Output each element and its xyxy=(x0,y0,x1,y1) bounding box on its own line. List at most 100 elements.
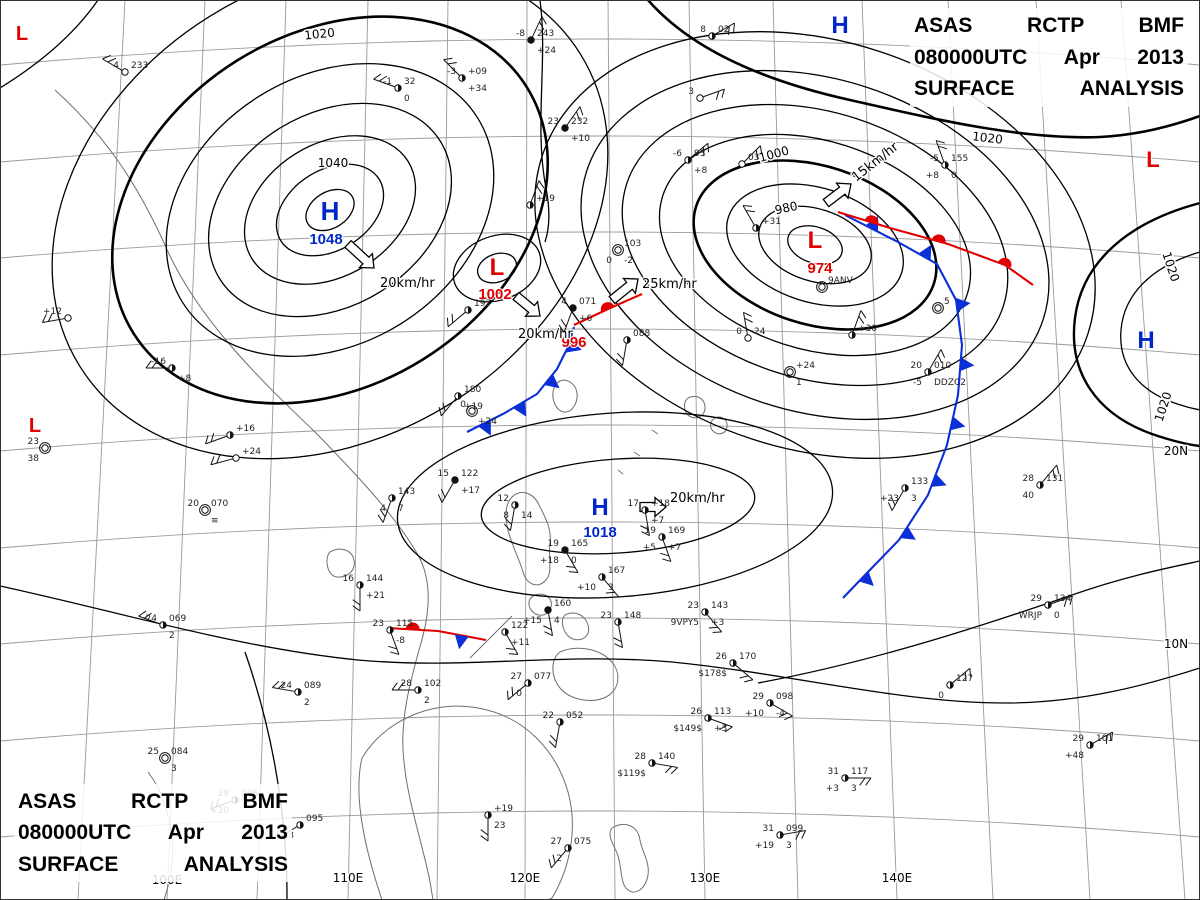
station-plot: 20 010 -5 DDZC2 xyxy=(911,349,966,388)
cold-front-line xyxy=(842,214,964,599)
svg-text:23: 23 xyxy=(373,619,384,629)
svg-text:$149$: $149$ xyxy=(673,724,702,734)
station-plot: 27 077 0 xyxy=(506,672,551,701)
pressure-center-high: H xyxy=(831,12,848,39)
svg-text:WRJP: WRJP xyxy=(1019,611,1043,621)
svg-text:0: 0 xyxy=(460,400,466,410)
svg-text:170: 170 xyxy=(739,652,756,662)
station-plot: 0 24 xyxy=(736,311,766,342)
pressure-center-high: H xyxy=(321,196,340,226)
svg-text:24: 24 xyxy=(754,327,766,337)
svg-text:03: 03 xyxy=(748,153,759,163)
station-plot: 127 0 xyxy=(938,667,973,701)
svg-text:17: 17 xyxy=(628,499,639,509)
title-block-top-right: ASAS RCTP BMF 080000UTC Apr 2013 SURFACE… xyxy=(910,8,1188,107)
svg-text:2: 2 xyxy=(304,698,310,708)
svg-text:7: 7 xyxy=(398,504,404,514)
svg-text:165: 165 xyxy=(571,539,588,549)
station-plot: 5 xyxy=(932,297,950,314)
cold-front-symbol xyxy=(566,339,582,353)
svg-text:122: 122 xyxy=(461,469,478,479)
station-plot: +19 23 xyxy=(480,804,513,842)
svg-text:$119$: $119$ xyxy=(617,769,646,779)
station-plot: 180 +19 xyxy=(438,385,483,417)
station-plot: 12 8 14 xyxy=(498,494,533,531)
station-plot: 17 +18 +7 xyxy=(628,499,670,537)
svg-text:+48: +48 xyxy=(1065,751,1084,761)
title-line-2: 080000UTC Apr 2013 xyxy=(914,45,1184,69)
svg-text:27: 27 xyxy=(551,837,562,847)
svg-text:-16: -16 xyxy=(151,357,166,367)
warm-front-line xyxy=(573,293,643,326)
longitude-label: 110E xyxy=(333,871,364,885)
title-line-1: ASAS RCTP BMF xyxy=(914,14,1184,37)
svg-text:+8: +8 xyxy=(178,374,192,384)
svg-text:8: 8 xyxy=(700,25,706,35)
svg-text:0: 0 xyxy=(938,691,944,701)
svg-text:+21: +21 xyxy=(366,591,385,601)
svg-text:143: 143 xyxy=(398,487,415,497)
svg-text:+19: +19 xyxy=(536,194,555,204)
station-plot: 197 xyxy=(446,299,491,328)
svg-text:3: 3 xyxy=(171,764,177,774)
front-layer xyxy=(387,210,1034,650)
station-plot: 9ANV xyxy=(816,276,854,293)
station-plot: 4 233 xyxy=(102,54,148,76)
station-plot: 03 xyxy=(738,145,763,168)
svg-text:19: 19 xyxy=(645,526,657,536)
station-plot: 122 +11 xyxy=(501,621,530,656)
svg-text:+30: +30 xyxy=(858,324,877,334)
station-plot: 28 102 2 xyxy=(391,679,441,706)
station-plot: 160 +15 4 xyxy=(523,599,571,637)
station-plot: 28 140 $119$ xyxy=(617,752,678,779)
station-plot: 8 02 xyxy=(700,22,736,40)
station-plot: 16 144 +21 xyxy=(343,574,385,612)
svg-text:-4: -4 xyxy=(776,709,785,719)
svg-text:103: 103 xyxy=(624,239,641,249)
svg-text:232: 232 xyxy=(571,117,588,127)
svg-text:32: 32 xyxy=(404,77,415,87)
svg-text:134: 134 xyxy=(1054,594,1071,604)
pressure-center-high: H xyxy=(1137,327,1154,354)
svg-text:20: 20 xyxy=(188,499,200,509)
svg-text:-6: -6 xyxy=(673,149,682,159)
cold-front-symbol xyxy=(955,297,971,312)
motion-speed-label: 20km/hr xyxy=(380,276,435,291)
svg-text:233: 233 xyxy=(131,61,148,71)
svg-text:102: 102 xyxy=(424,679,441,689)
svg-text:4: 4 xyxy=(113,61,119,71)
station-plot: 4 071 +6 xyxy=(558,297,596,333)
isobar-label: 1020 xyxy=(971,129,1003,147)
svg-text:197: 197 xyxy=(474,299,491,309)
pressure-center-value: 1048 xyxy=(309,231,342,248)
svg-text:+31: +31 xyxy=(762,217,781,227)
svg-text:0: 0 xyxy=(571,556,577,566)
svg-text:23: 23 xyxy=(494,821,505,831)
station-plot: 27 075 2 xyxy=(548,837,591,869)
svg-text:+5: +5 xyxy=(643,543,656,553)
station-plot: 26 170 $178$ xyxy=(698,652,756,683)
svg-text:+10: +10 xyxy=(571,134,590,144)
svg-text:29: 29 xyxy=(1031,594,1043,604)
longitude-label: 130E xyxy=(690,871,721,885)
svg-text:+17: +17 xyxy=(461,486,480,496)
station-plot: 20 070 ≡ xyxy=(188,499,229,526)
svg-text:-5: -5 xyxy=(930,154,939,164)
svg-text:095: 095 xyxy=(306,814,323,824)
svg-text:133: 133 xyxy=(911,477,928,487)
station-plot: 0 +24 xyxy=(460,400,497,427)
svg-text:+24: +24 xyxy=(796,361,815,371)
svg-text:099: 099 xyxy=(786,824,803,834)
svg-text:077: 077 xyxy=(534,672,551,682)
cold-front-symbol xyxy=(918,244,932,261)
svg-text:0: 0 xyxy=(516,689,522,699)
svg-text:+09: +09 xyxy=(468,67,487,77)
svg-text:144: 144 xyxy=(366,574,383,584)
cold-front-symbol xyxy=(544,374,560,389)
station-plot: 088 xyxy=(615,329,650,366)
svg-text:0: 0 xyxy=(951,171,957,181)
pressure-center-low: L xyxy=(29,415,41,437)
